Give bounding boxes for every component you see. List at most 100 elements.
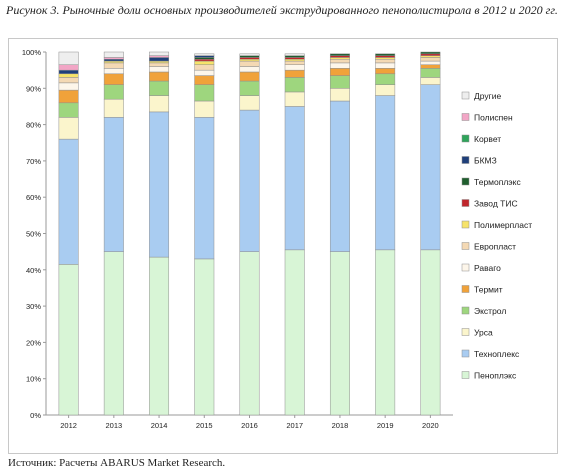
bar-segment [329,88,350,102]
bar-segment [420,64,441,69]
bar-segment [375,68,396,75]
bar-segment [149,51,170,56]
legend-swatch [461,134,470,143]
bar-segment [58,77,79,84]
x-tick-label: 2016 [241,421,258,430]
bar-segment [284,91,305,107]
bar-segment [149,95,170,113]
y-tick-label: 40% [26,266,41,275]
bar-segment [194,59,215,62]
bar-segment [375,57,396,60]
bar-segment [194,64,215,71]
bar-segment [284,57,305,60]
bar-segment [58,64,79,71]
bar-segment [329,57,350,60]
bar-segment [149,60,170,64]
legend-label: Техноплекс [474,349,520,359]
bar-segment [103,251,124,416]
bar-segment [194,60,215,65]
x-tick-label: 2012 [60,421,77,430]
bar-segment [375,59,396,64]
bar-segment [284,59,305,62]
bar-segment [284,106,305,251]
bar-segment [239,55,260,58]
bar-segment [58,89,79,104]
x-tick-label: 2015 [196,421,213,430]
legend-label: Раваго [474,263,501,273]
bar-segment [375,84,396,96]
bar-segment [329,62,350,69]
legend-label: Корвет [474,134,501,144]
bar-segment [194,117,215,260]
bar-segment [420,68,441,78]
bar-segment [284,64,305,71]
legend-swatch [461,156,470,164]
bar-segment [239,53,260,56]
bar-segment [194,258,215,416]
y-tick-label: 60% [26,193,41,202]
legend-swatch [461,349,470,358]
bar-segment [284,69,305,78]
bar-segment [284,77,305,93]
bar-segment [194,75,215,85]
legend-swatch [461,91,470,100]
x-tick-label: 2017 [286,421,303,430]
legend-swatch [461,371,470,379]
y-tick-label: 90% [26,84,41,93]
bar-segment [375,62,396,69]
bar-segment [103,68,124,75]
bar-segment [103,51,124,58]
bar-segment [58,264,79,416]
bar-segment [103,98,124,118]
legend-label: БКМЗ [474,156,497,166]
bar-segment [58,117,79,140]
legend-label: Урса [474,328,493,338]
bar-segment [420,55,441,58]
x-tick-label: 2020 [422,421,439,430]
chart-caption: Рисунок 3. Рыночные доли основных произв… [6,3,558,17]
bar-segment [239,95,260,111]
legend-swatch [461,199,470,207]
bar-segment [149,55,170,58]
bar-segment [420,51,441,55]
bar-segment [239,57,260,60]
bar-segment [58,102,79,118]
bar-segment [375,53,396,56]
bar-segment [58,69,79,75]
bar-segment [284,249,305,416]
bar-segment [149,80,170,96]
legend-swatch [461,285,470,293]
bar-segment [103,62,124,69]
legend-label: Полиспен [474,113,513,123]
bar-segment [103,84,124,100]
bar-segment [329,100,350,252]
bar-segment [239,60,260,67]
bar-segment [58,138,79,265]
bar-segment [239,109,260,252]
bar-segment [239,66,260,73]
bar-segment [239,251,260,416]
y-tick-label: 30% [26,302,41,311]
bar-segment [329,59,350,64]
bar-segment [420,84,441,251]
bar-segment [329,251,350,416]
bar-segment [420,249,441,416]
bar-segment [375,55,396,58]
legend-label: Экстрол [474,306,506,316]
legend-label: Пеноплэкс [474,371,517,381]
bar-segment [329,68,350,76]
bar-segment [149,111,170,258]
bar-segment [420,57,441,62]
legend-label: Термоплэкс [474,177,521,187]
bar-segment [329,75,350,89]
bar-segment [194,100,215,118]
bar-segment [194,57,215,60]
x-tick-label: 2019 [377,421,394,430]
bar-segment [239,59,260,62]
bar-segment [194,55,215,58]
bar-segment [58,73,79,78]
bar-segment [375,73,396,85]
legend-label: Европласт [474,242,516,252]
bar-segment [284,55,305,58]
bar-segment [103,117,124,252]
